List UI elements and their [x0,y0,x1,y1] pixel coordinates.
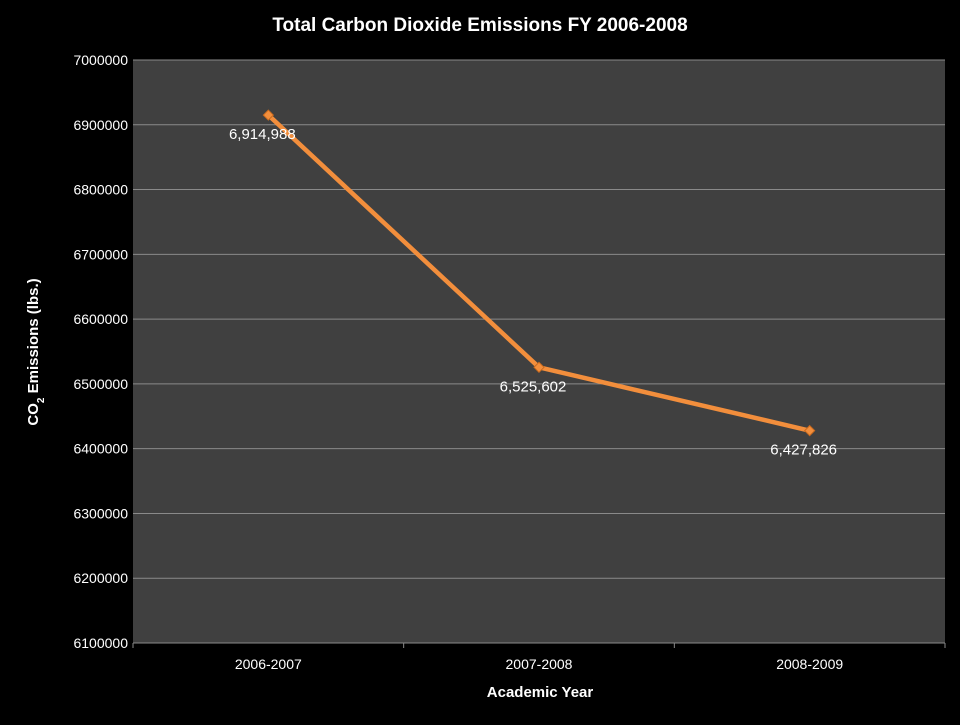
y-tick-label: 6800000 [73,182,128,198]
data-label: 6,427,826 [770,442,837,459]
y-axis-title: CO2 Emissions (lbs.) [25,278,47,425]
marker-layer [262,109,816,437]
x-axis-tick-labels: 2006-2007 2007-2008 2008-2009 [235,656,843,672]
x-tick-label: 2007-2008 [506,656,573,672]
y-axis-title-prefix: CO [25,403,42,426]
y-tick-label: 6600000 [73,311,128,327]
y-tick-label: 6300000 [73,505,128,521]
data-point-marker [533,361,545,374]
y-axis-tick-labels: 7000000 6900000 6800000 6700000 6600000 65000… [73,52,128,651]
y-tick-label: 6200000 [73,570,128,586]
x-tick-label: 2006-2007 [235,656,302,672]
plot-area [133,60,945,643]
y-tick-label: 6900000 [73,117,128,133]
y-tick-label: 6500000 [73,376,128,392]
y-tick-label: 6100000 [73,635,128,651]
y-tick-label: 7000000 [73,52,128,68]
y-tick-label: 6400000 [73,441,128,457]
y-axis-title-suffix: Emissions (lbs.) [25,278,42,397]
data-label: 6,525,602 [500,378,567,395]
x-axis-title: Academic Year [487,684,594,701]
x-tick-label: 2008-2009 [776,656,843,672]
data-point-marker [262,109,275,121]
y-tick-label: 6700000 [73,246,128,262]
data-point-marker [803,424,816,437]
x-axis-tick-marks [132,643,946,648]
chart-title: Total Carbon Dioxide Emissions FY 2006-2… [272,15,687,36]
data-label-layer: 6,914,988 6,525,602 6,427,826 [229,126,837,459]
y-axis-title-subscript: 2 [36,397,47,403]
gridlines [133,59,945,644]
data-label: 6,914,988 [229,126,296,143]
